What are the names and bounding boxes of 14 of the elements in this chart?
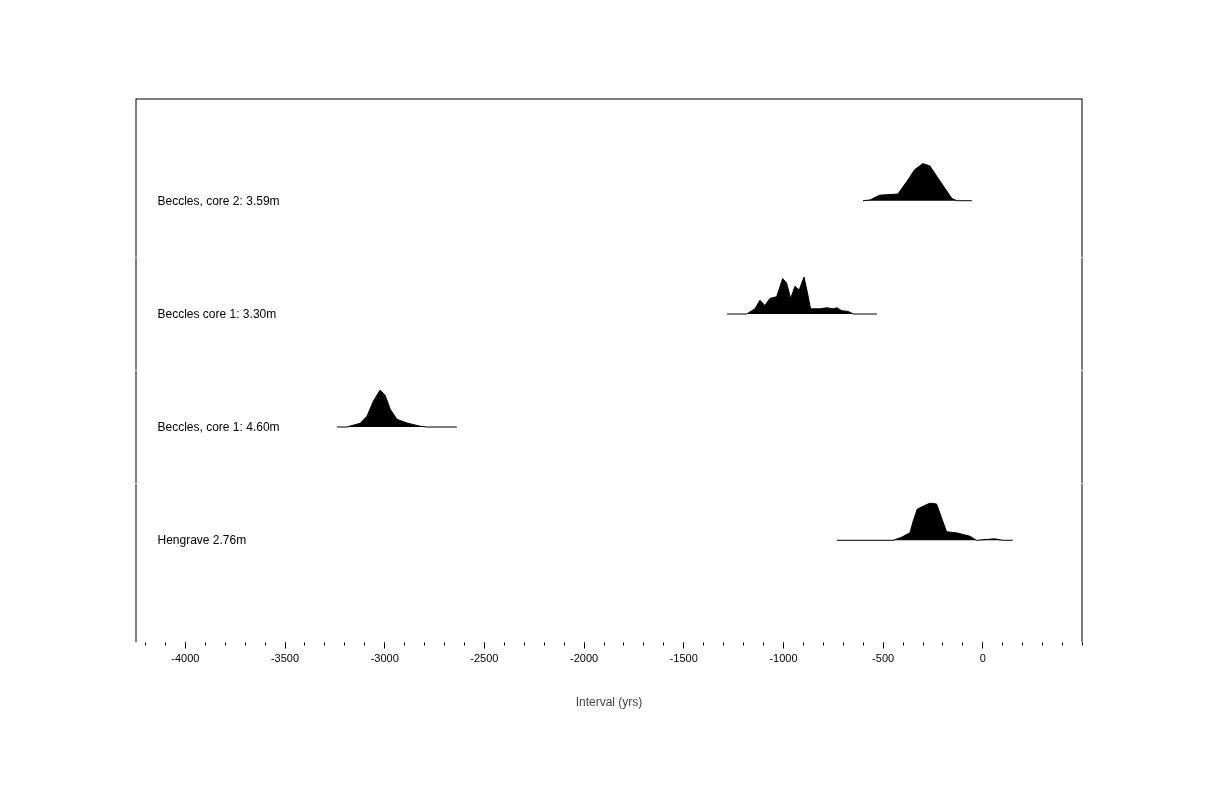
x-axis-title: Interval (yrs) — [575, 694, 643, 709]
x-tick-label: -3500 — [270, 651, 300, 664]
x-tick-label: 0 — [979, 651, 986, 664]
x-tick-label: -3000 — [370, 651, 399, 664]
text: Beccles, core 2: 3.59m — [157, 193, 280, 208]
x-tick-label: -500 — [872, 651, 895, 664]
x-tick-label: -4000 — [171, 651, 200, 664]
x-tick-label: -1500 — [669, 651, 698, 664]
x-tick-label: -1000 — [769, 651, 798, 664]
text: Beccles, core 1: 4.60m — [157, 420, 280, 434]
x-tick-label: -2000 — [570, 651, 599, 664]
text: Hengrave 2.76m — [157, 533, 247, 548]
text: Beccles core 1: 3.30m — [157, 307, 277, 321]
x-tick-label: -2500 — [470, 651, 499, 664]
